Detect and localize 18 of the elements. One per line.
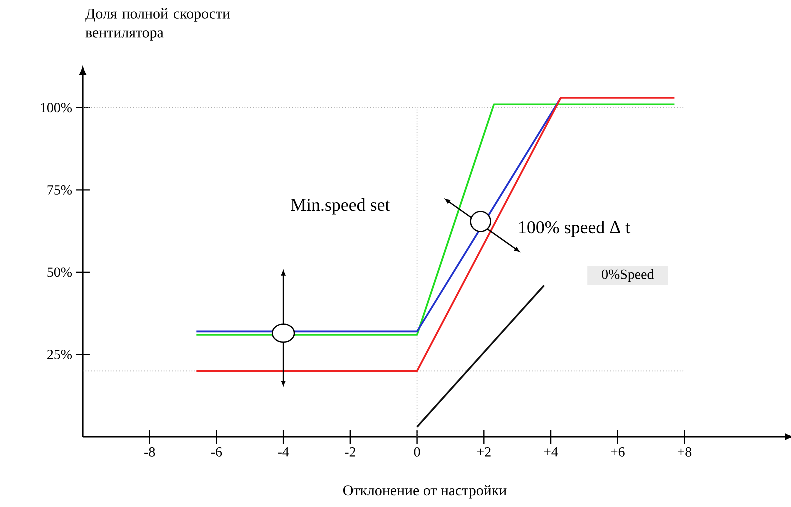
x-tick-label: +6 — [611, 447, 625, 457]
y-tick-label: 25% — [48, 350, 72, 360]
annotation: 0%Speed — [602, 269, 654, 282]
x-tick-label: +2 — [477, 447, 491, 457]
x-tick-label: -4 — [278, 447, 290, 457]
x-tick-label: 0 — [414, 447, 420, 457]
x-axis-title: Отклонение от настройки — [344, 485, 507, 499]
annotation: Min.speed set — [291, 198, 390, 215]
annotation: 100% speed Δ t — [520, 220, 631, 238]
y-tick-label: 75% — [48, 185, 72, 195]
x-tick-label: -2 — [345, 447, 356, 457]
x-tick-label: +4 — [544, 447, 558, 457]
y-tick-label: 100% — [41, 103, 72, 113]
y-tick-label: 50% — [48, 268, 72, 278]
x-tick-label: -6 — [211, 447, 222, 457]
y-axis-title: Доля полной скорости вентилятора — [86, 8, 230, 41]
x-tick-label: +8 — [678, 447, 692, 457]
x-tick-label: -8 — [144, 447, 156, 457]
